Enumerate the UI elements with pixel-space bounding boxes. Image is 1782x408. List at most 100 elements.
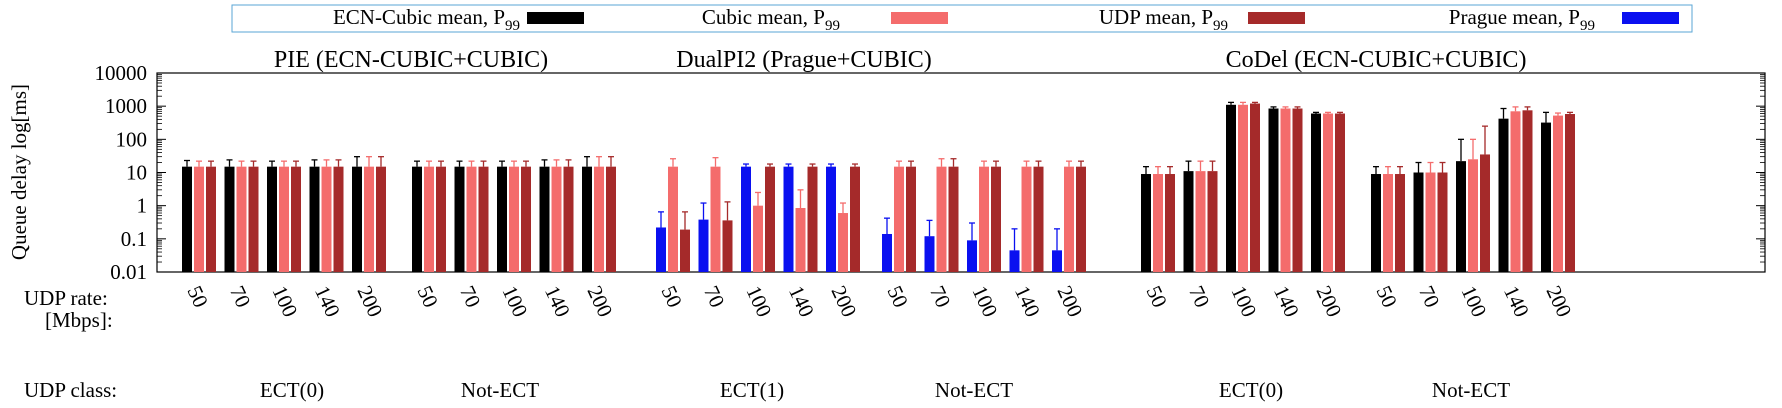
bar-cubic xyxy=(1553,115,1563,272)
udp-class-label: Not-ECT xyxy=(461,378,539,402)
row-label-class: UDP class: xyxy=(24,378,117,402)
panel-title: PIE (ECN-CUBIC+CUBIC) xyxy=(274,47,548,73)
bar-ecn_cubic xyxy=(1456,161,1466,272)
x-tick-label: 50 xyxy=(182,282,213,311)
legend-frame xyxy=(231,4,1693,33)
legend-swatch xyxy=(891,12,948,24)
bar-udp xyxy=(478,166,489,272)
x-tick-label: 200 xyxy=(1541,282,1576,321)
y-tick-label: 0.1 xyxy=(121,227,147,251)
bar-udp xyxy=(1250,103,1260,272)
x-tick-label: 50 xyxy=(882,282,913,311)
bar-ecn_cubic xyxy=(497,166,507,272)
legend-label-main: Prague mean, P xyxy=(1449,5,1580,29)
bar-udp xyxy=(1207,171,1218,272)
bar-udp xyxy=(948,166,959,272)
bar-cubic xyxy=(509,166,519,272)
bar-udp xyxy=(1522,110,1533,272)
bar-cubic xyxy=(1383,174,1393,272)
x-tick-label: 100 xyxy=(1226,282,1261,321)
y-tick-label: 10 xyxy=(126,161,147,185)
bar-ecn_cubic xyxy=(1226,104,1236,272)
x-tick-label: 70 xyxy=(1414,282,1445,311)
bar-ecn_cubic xyxy=(1183,171,1194,272)
bar-udp xyxy=(1165,174,1175,272)
x-tick-label: 200 xyxy=(352,282,387,321)
bar-udp xyxy=(291,166,301,272)
bar-cubic xyxy=(1468,159,1478,272)
x-tick-label: 200 xyxy=(1311,282,1346,321)
x-tick-label: 100 xyxy=(741,282,776,321)
bar-udp xyxy=(606,166,616,272)
bar-prague xyxy=(882,233,892,272)
x-tick-label: 70 xyxy=(225,282,256,311)
legend-label: Cubic mean, P99 xyxy=(702,5,840,34)
bar-ecn_cubic xyxy=(539,166,550,272)
bar-cubic xyxy=(1238,104,1248,272)
x-tick-label: 140 xyxy=(310,282,345,321)
bar-udp xyxy=(1335,113,1345,272)
bar-cubic xyxy=(236,166,247,272)
bar-cubic xyxy=(1153,174,1163,272)
y-tick-label: 1000 xyxy=(105,94,147,118)
legend-label-subscript: 99 xyxy=(825,18,840,34)
bar-udp xyxy=(206,166,216,272)
x-tick-label: 70 xyxy=(455,282,486,311)
legend-label-subscript: 99 xyxy=(505,18,520,34)
udp-class-label: Not-ECT xyxy=(1432,378,1510,402)
bar-cubic xyxy=(1425,172,1436,272)
x-tick-label: 70 xyxy=(1184,282,1215,311)
bar-prague xyxy=(1009,250,1020,272)
legend-swatch xyxy=(1248,12,1305,24)
bar-cubic xyxy=(194,166,204,272)
udp-class-label: Not-ECT xyxy=(935,378,1013,402)
legend-swatch xyxy=(527,12,584,24)
bar-ecn_cubic xyxy=(454,166,465,272)
bar-cubic xyxy=(668,166,678,272)
bar-ecn_cubic xyxy=(582,166,592,272)
y-tick-label: 10000 xyxy=(95,61,148,85)
x-tick-label: 70 xyxy=(699,282,730,311)
x-tick-label: 50 xyxy=(1371,282,1402,311)
bar-cubic xyxy=(795,208,806,272)
legend-label: ECN-Cubic mean, P99 xyxy=(333,5,520,34)
bar-ecn_cubic xyxy=(1311,113,1321,272)
bar-udp xyxy=(521,166,531,272)
x-tick-label: 50 xyxy=(656,282,687,311)
bar-prague xyxy=(656,227,666,272)
bar-udp xyxy=(436,166,446,272)
bar-cubic xyxy=(753,205,763,272)
udp-class-label: ECT(0) xyxy=(260,378,324,402)
bar-cubic xyxy=(466,166,477,272)
x-tick-label: 100 xyxy=(1456,282,1491,321)
bar-udp xyxy=(248,166,259,272)
bar-udp xyxy=(680,229,690,272)
bar-ecn_cubic xyxy=(1371,174,1381,272)
bar-ecn_cubic xyxy=(1498,118,1509,272)
bar-cubic xyxy=(364,166,374,272)
bar-udp xyxy=(850,166,860,272)
bar-cubic xyxy=(838,213,848,272)
bar-udp xyxy=(807,166,818,272)
row-label-rate-unit: [Mbps]: xyxy=(45,308,113,332)
bar-prague xyxy=(783,166,794,272)
bar-udp xyxy=(906,166,916,272)
bar-cubic xyxy=(1323,113,1333,272)
legend-label-main: Cubic mean, P xyxy=(702,5,825,29)
x-tick-label: 50 xyxy=(412,282,443,311)
y-tick-label: 100 xyxy=(116,127,148,151)
bar-cubic xyxy=(321,166,332,272)
bar-cubic xyxy=(979,166,989,272)
x-tick-label: 140 xyxy=(1269,282,1304,321)
bar-ecn_cubic xyxy=(182,166,192,272)
panel-title: DualPI2 (Prague+CUBIC) xyxy=(676,47,932,73)
y-tick-label: 0.01 xyxy=(110,260,147,284)
udp-class-label: ECT(1) xyxy=(720,378,784,402)
x-tick-label: 140 xyxy=(1010,282,1045,321)
bar-udp xyxy=(333,166,344,272)
x-tick-label: 200 xyxy=(582,282,617,321)
bar-udp xyxy=(1395,174,1405,272)
bar-udp xyxy=(722,220,733,272)
bar-ecn_cubic xyxy=(309,166,320,272)
